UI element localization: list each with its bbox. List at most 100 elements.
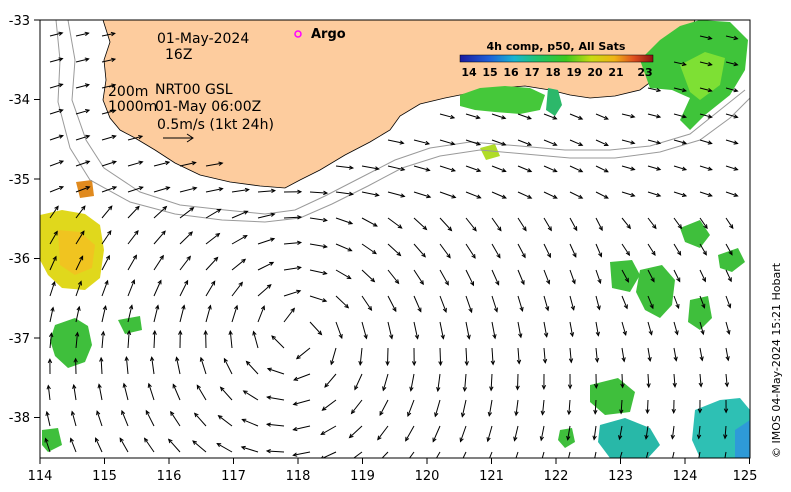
current-arrow-head — [192, 440, 198, 445]
current-arrow — [517, 269, 525, 285]
current-arrow — [621, 191, 635, 197]
colorbar — [459, 54, 654, 63]
current-arrow-head — [672, 382, 677, 388]
current-arrow — [267, 423, 285, 427]
current-arrow-head — [244, 187, 250, 193]
current-arrow — [101, 331, 104, 349]
current-arrow-head — [497, 226, 502, 232]
current-arrow-head — [96, 410, 101, 416]
current-arrow — [75, 186, 90, 193]
current-arrow-head — [436, 386, 441, 393]
current-arrow-head — [432, 437, 437, 443]
current-arrow — [283, 216, 302, 219]
current-arrow-head — [645, 409, 650, 415]
current-arrow — [699, 113, 712, 118]
current-arrow — [377, 425, 389, 440]
current-arrow — [361, 217, 378, 227]
current-arrow-head — [567, 384, 573, 390]
current-arrow — [619, 425, 623, 440]
current-arrow — [309, 217, 327, 221]
current-arrow — [45, 438, 51, 453]
current-arrow-head — [698, 382, 703, 388]
current-arrow — [220, 386, 233, 401]
current-arrow-head — [167, 438, 173, 444]
current-arrow — [647, 139, 661, 144]
current-arrow-head — [527, 194, 533, 199]
current-arrow — [387, 191, 405, 197]
current-arrow-head — [95, 437, 100, 443]
current-arrow-head — [596, 305, 601, 311]
current-arrow — [49, 307, 54, 323]
current-arrow-head — [733, 35, 739, 41]
current-arrow — [379, 399, 389, 416]
current-arrow-head — [519, 306, 524, 313]
current-arrow-head — [165, 186, 171, 191]
current-arrow — [699, 373, 702, 387]
current-source-label: NRT00 GSL — [155, 82, 233, 98]
current-arrow-head — [374, 166, 380, 171]
current-arrow — [121, 410, 129, 427]
current-arrow — [698, 451, 701, 458]
current-arrow — [293, 399, 311, 405]
current-arrow — [491, 269, 500, 285]
current-arrow — [127, 161, 143, 167]
current-arrow — [621, 373, 624, 388]
current-arrow-head — [446, 253, 451, 259]
current-arrow-head — [422, 225, 428, 231]
current-arrow-head — [207, 304, 212, 310]
current-arrow-head — [131, 279, 136, 285]
y-axis: -33 -34 -35 -36 -37 -38 — [9, 14, 40, 426]
current-arrow — [387, 165, 405, 171]
current-arrow-head — [215, 232, 221, 238]
current-arrow — [168, 438, 181, 453]
current-arrow-head — [54, 205, 59, 211]
current-arrow — [309, 243, 327, 248]
current-arrow — [98, 384, 103, 401]
current-arrow — [439, 217, 452, 231]
current-arrow — [241, 446, 259, 453]
current-arrow-head — [630, 114, 636, 119]
current-arrow — [671, 425, 675, 439]
current-arrow — [75, 256, 84, 271]
current-arrow — [257, 284, 272, 297]
current-arrow-head — [681, 61, 687, 67]
current-arrow — [387, 347, 389, 366]
current-arrow — [488, 399, 493, 416]
current-arrow — [595, 269, 601, 284]
current-arrow-head — [501, 168, 507, 173]
current-arrow-head — [377, 435, 382, 441]
current-arrow-head — [270, 237, 276, 242]
current-arrow — [465, 191, 481, 199]
current-arrow-head — [105, 254, 110, 260]
current-arrow-head — [70, 410, 76, 416]
current-arrow — [465, 139, 481, 146]
current-arrow — [283, 308, 295, 323]
current-arrow-head — [330, 360, 335, 366]
current-arrow-head — [598, 226, 603, 232]
current-arrow — [387, 243, 401, 256]
current-arrow-head — [322, 298, 328, 303]
current-arrow — [699, 165, 712, 171]
current-arrow-head — [218, 187, 224, 192]
current-arrow-head — [84, 57, 90, 62]
current-arrow — [253, 331, 259, 349]
current-arrow — [491, 191, 507, 199]
current-arrow — [699, 191, 712, 197]
current-arrow-head — [211, 280, 216, 286]
current-arrow — [205, 305, 211, 323]
current-arrow — [309, 269, 327, 275]
current-arrow — [569, 321, 574, 337]
current-arrow — [543, 191, 558, 199]
current-arrow — [335, 243, 352, 252]
current-arrow-head — [165, 160, 171, 166]
current-arrow — [153, 280, 162, 297]
plot-frame — [39, 19, 751, 459]
current-arrow — [179, 231, 193, 245]
current-arrow — [200, 357, 207, 375]
current-arrow — [646, 399, 649, 414]
current-arrow-head — [245, 360, 251, 366]
current-arrow-head — [376, 460, 380, 464]
current-arrow-head — [552, 168, 558, 173]
colorbar-tick: 19 — [566, 66, 581, 79]
current-arrow — [699, 35, 712, 40]
